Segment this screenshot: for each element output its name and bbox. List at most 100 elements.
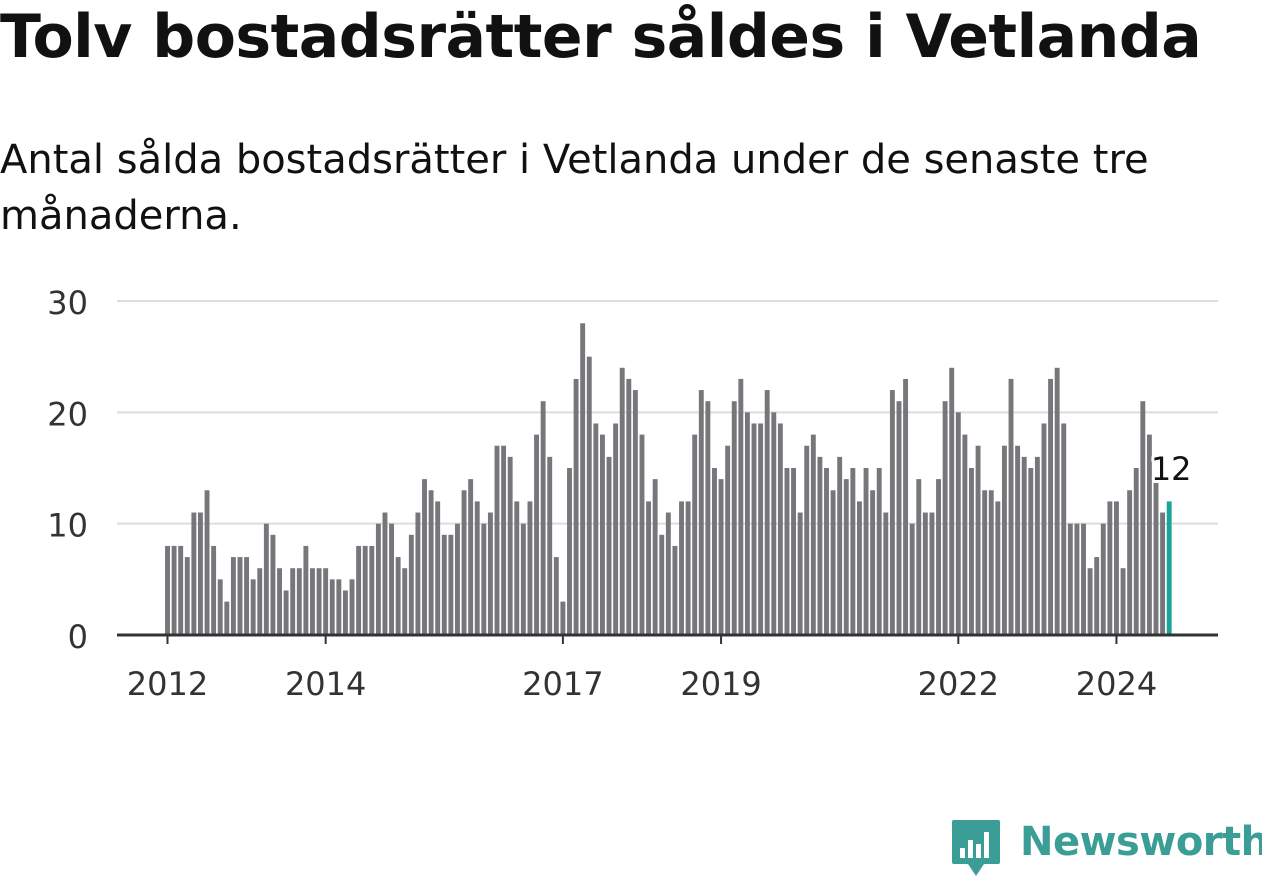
bar — [797, 512, 803, 635]
bar — [362, 545, 368, 635]
bar — [395, 557, 401, 635]
bar — [1048, 378, 1054, 635]
bar — [1133, 468, 1139, 635]
bar — [244, 557, 250, 635]
bar — [349, 579, 355, 635]
bar — [316, 568, 322, 635]
bar — [817, 456, 823, 635]
bar — [257, 568, 263, 635]
bar — [455, 523, 460, 635]
bar — [402, 568, 408, 635]
bar — [889, 390, 895, 635]
x-tick-label: 2012 — [127, 665, 208, 703]
x-tick-label: 2017 — [522, 665, 603, 703]
bar — [290, 568, 296, 635]
bar — [468, 479, 474, 635]
bar — [982, 490, 988, 635]
y-tick-label: 30 — [47, 284, 88, 322]
bar — [896, 401, 902, 635]
bar — [408, 534, 414, 635]
brand-name: Newsworthy — [1020, 819, 1262, 865]
bar — [553, 557, 559, 635]
bar — [165, 545, 170, 635]
bar — [1107, 501, 1113, 635]
bar — [804, 445, 810, 635]
newsworthy-icon — [952, 820, 1000, 876]
bar — [237, 557, 243, 635]
bar — [916, 479, 922, 635]
bar — [586, 356, 592, 635]
bar — [494, 445, 500, 635]
bar — [685, 501, 691, 635]
bar-series — [165, 323, 1172, 635]
bar — [198, 512, 203, 635]
bar — [652, 479, 658, 635]
bar — [382, 512, 388, 635]
bar — [929, 512, 935, 635]
bar — [1127, 490, 1133, 635]
bar — [744, 412, 750, 635]
x-tick-label: 2024 — [1076, 665, 1157, 703]
highlight-value-label: 12 — [1151, 450, 1192, 488]
chart-title: Tolv bostadsrätter såldes i Vetlanda — [0, 2, 1202, 72]
bar — [764, 390, 770, 635]
bar — [599, 434, 605, 635]
x-axis: 2012 2014 2017 2019 2022 2024 — [117, 633, 1218, 703]
bar — [224, 601, 230, 635]
bar — [665, 512, 671, 635]
bar — [204, 490, 210, 635]
y-tick-label: 10 — [47, 507, 88, 545]
bar — [593, 423, 599, 635]
bar — [810, 434, 816, 635]
x-tick-label: 2014 — [285, 665, 366, 703]
bar — [250, 579, 256, 635]
bar — [606, 456, 612, 635]
bar — [369, 545, 375, 635]
bar — [922, 512, 928, 635]
bar — [837, 456, 843, 635]
bar — [751, 423, 757, 635]
bar — [540, 401, 546, 635]
bar — [389, 523, 395, 635]
bar — [1120, 568, 1126, 635]
bar — [342, 590, 348, 635]
bar — [178, 545, 184, 635]
bar — [830, 490, 836, 635]
bar — [171, 545, 177, 635]
bar — [263, 523, 269, 635]
chart-subtitle: Antal sålda bostadsrätter i Vetlanda und… — [0, 137, 1149, 239]
bar — [1081, 523, 1086, 635]
bar — [619, 367, 625, 635]
bar — [501, 445, 507, 635]
bar — [303, 545, 309, 635]
brand-logo: Newsworthy — [950, 818, 1262, 878]
bar — [184, 557, 190, 635]
bar — [613, 423, 619, 635]
bar — [1015, 445, 1021, 635]
bar — [1021, 456, 1027, 635]
bar — [230, 557, 236, 635]
bar — [995, 501, 1001, 635]
bar — [698, 390, 704, 635]
bar — [1140, 401, 1146, 635]
bar — [626, 378, 632, 635]
bar — [296, 568, 302, 635]
bar — [725, 445, 731, 635]
y-tick-label: 20 — [47, 395, 88, 433]
bar — [1061, 423, 1067, 635]
bar — [1100, 523, 1106, 635]
bar — [336, 579, 342, 635]
bar — [323, 568, 329, 635]
bar — [428, 490, 434, 635]
bar — [217, 579, 223, 635]
bar — [771, 412, 777, 635]
bar — [1054, 367, 1060, 635]
bar — [435, 501, 441, 635]
bar — [712, 468, 717, 635]
bar — [824, 468, 829, 635]
bar — [415, 512, 421, 635]
bar — [876, 468, 882, 635]
x-tick-label: 2022 — [918, 665, 999, 703]
bar — [211, 545, 217, 635]
